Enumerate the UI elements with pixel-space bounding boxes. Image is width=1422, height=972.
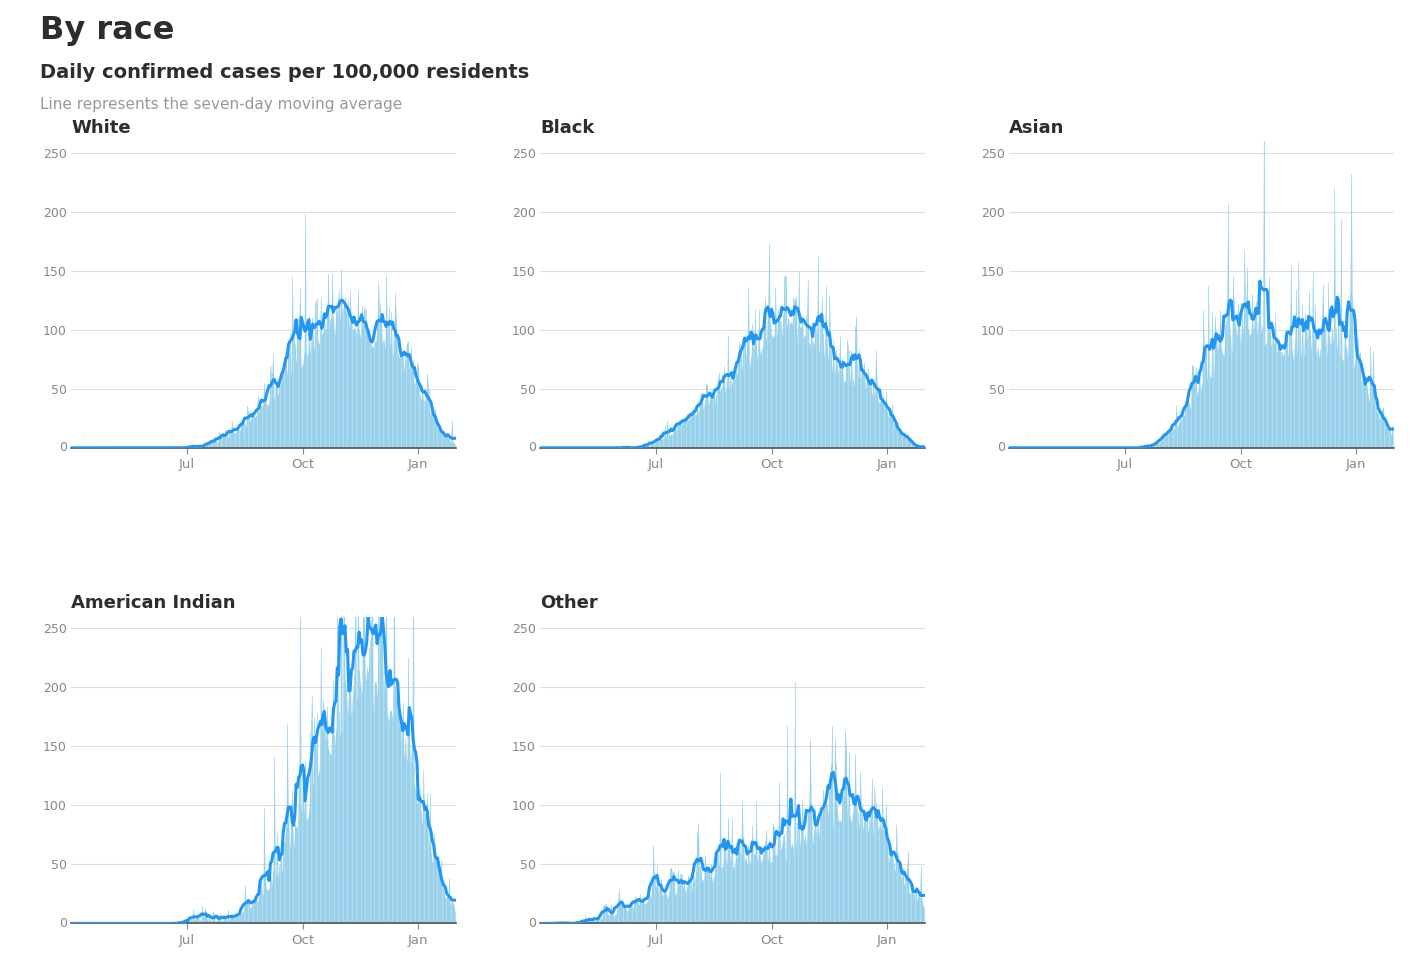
Text: 0: 0 (528, 917, 536, 930)
Text: By race: By race (40, 15, 173, 46)
Text: Other: Other (540, 594, 597, 612)
Text: Asian: Asian (1010, 119, 1065, 137)
Text: 0: 0 (997, 441, 1005, 454)
Text: White: White (71, 119, 131, 137)
Text: 0: 0 (60, 441, 67, 454)
Text: Black: Black (540, 119, 594, 137)
Text: American Indian: American Indian (71, 594, 236, 612)
Text: Line represents the seven-day moving average: Line represents the seven-day moving ave… (40, 97, 402, 112)
Text: Daily confirmed cases per 100,000 residents: Daily confirmed cases per 100,000 reside… (40, 63, 529, 83)
Text: 0: 0 (60, 917, 67, 930)
Text: 0: 0 (528, 441, 536, 454)
